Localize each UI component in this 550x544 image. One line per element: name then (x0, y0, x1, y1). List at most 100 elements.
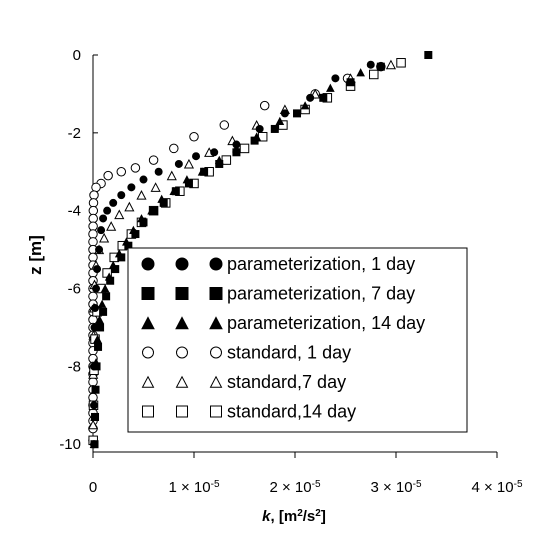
data-point (88, 377, 98, 387)
data-point (376, 62, 385, 71)
data-point (90, 440, 99, 449)
legend-label: parameterization, 7 day (227, 284, 415, 304)
data-point (259, 100, 270, 111)
data-point (275, 116, 285, 125)
y-tick-label: -4 (68, 203, 81, 220)
data-point (117, 253, 126, 262)
data-point (109, 198, 118, 207)
data-point (114, 209, 125, 220)
y-tick-label: -10 (59, 436, 81, 453)
data-point (255, 124, 264, 133)
legend-marker (141, 257, 155, 271)
data-point (139, 175, 148, 184)
data-point (221, 155, 232, 165)
legend-marker (176, 346, 188, 359)
data-point (424, 51, 433, 59)
data-point (99, 232, 110, 243)
data-point (189, 131, 199, 142)
data-point (99, 214, 108, 223)
data-point (183, 158, 195, 169)
data-point (356, 68, 365, 77)
data-point (326, 83, 335, 92)
data-point (124, 201, 135, 212)
series-layer (88, 51, 433, 449)
legend-marker (141, 375, 155, 388)
legend-marker (141, 287, 155, 300)
data-point (366, 60, 375, 69)
data-point (88, 237, 98, 247)
data-point (184, 179, 193, 188)
data-point (232, 148, 241, 157)
data-point (396, 58, 406, 68)
data-point (95, 245, 104, 254)
legend-marker (210, 405, 222, 418)
data-point (94, 342, 103, 351)
data-point (88, 205, 99, 216)
data-point (131, 230, 140, 239)
y-axis-label: z [m] (26, 235, 45, 275)
legend-marker (142, 405, 154, 418)
data-point (192, 152, 201, 161)
y-tick-label: -6 (68, 281, 81, 298)
data-point (127, 183, 136, 192)
y-tick-label: -2 (68, 125, 81, 142)
data-point (369, 69, 379, 80)
data-point (91, 182, 101, 193)
legend-marker (141, 316, 155, 330)
data-point (300, 101, 310, 110)
data-point (95, 315, 104, 324)
data-point (385, 59, 397, 70)
x-axis-label: k, [m2/s2] (262, 508, 326, 526)
data-point (90, 401, 99, 410)
data-point (280, 109, 289, 118)
data-point (100, 284, 110, 293)
data-point (93, 265, 102, 274)
x-tick-label: 0 (89, 479, 97, 496)
legend-marker (175, 375, 189, 388)
data-point (88, 213, 98, 224)
legend-label: standard,14 day (227, 402, 356, 422)
data-point (166, 170, 177, 181)
data-point (106, 276, 115, 285)
data-point (88, 221, 98, 232)
data-point (331, 74, 340, 83)
legend-marker (175, 257, 189, 271)
data-point (92, 284, 101, 293)
legend-label: standard, 1 day (227, 343, 351, 363)
legend-marker (209, 287, 223, 300)
x-axis-label-sep: , [m (271, 508, 298, 525)
data-point (90, 323, 99, 332)
data-point (306, 93, 315, 102)
x-axis-label-sup1: 2 (297, 508, 303, 519)
legend-marker (209, 257, 223, 271)
y-tick-label: -8 (68, 358, 81, 375)
legend-label: parameterization, 1 day (227, 254, 415, 274)
x-axis-label-end: ] (321, 508, 326, 525)
data-point (88, 419, 99, 430)
data-point (88, 392, 98, 403)
data-point (136, 190, 147, 200)
data-point (250, 136, 259, 145)
data-point (154, 167, 163, 176)
x-tick-label: 4 × 10-5 (471, 479, 522, 497)
data-point (97, 226, 106, 235)
y-tick-label: 0 (73, 47, 81, 64)
legend-marker (209, 375, 223, 388)
data-point (346, 78, 355, 87)
data-point (239, 143, 250, 154)
data-point (200, 167, 209, 176)
legend: parameterization, 1 day parameterization,… (127, 247, 468, 433)
data-point (174, 159, 183, 168)
x-axis-label-var: k (262, 508, 271, 525)
data-point (88, 291, 98, 302)
x-tick-label: 3 × 10-5 (370, 479, 421, 497)
data-point (93, 334, 102, 343)
x-tick-label: 1 × 10-5 (168, 479, 219, 497)
data-point (88, 198, 99, 208)
data-point (150, 182, 161, 192)
data-point (88, 229, 98, 239)
legend-marker (176, 405, 188, 418)
x-axis-label-mid: /s (303, 508, 316, 525)
tick-layer: 0 -2 -4 -6 -8 -10 0 1 × 10-5 2 × 10-5 3 × 10-5 4 ×… (59, 47, 523, 496)
